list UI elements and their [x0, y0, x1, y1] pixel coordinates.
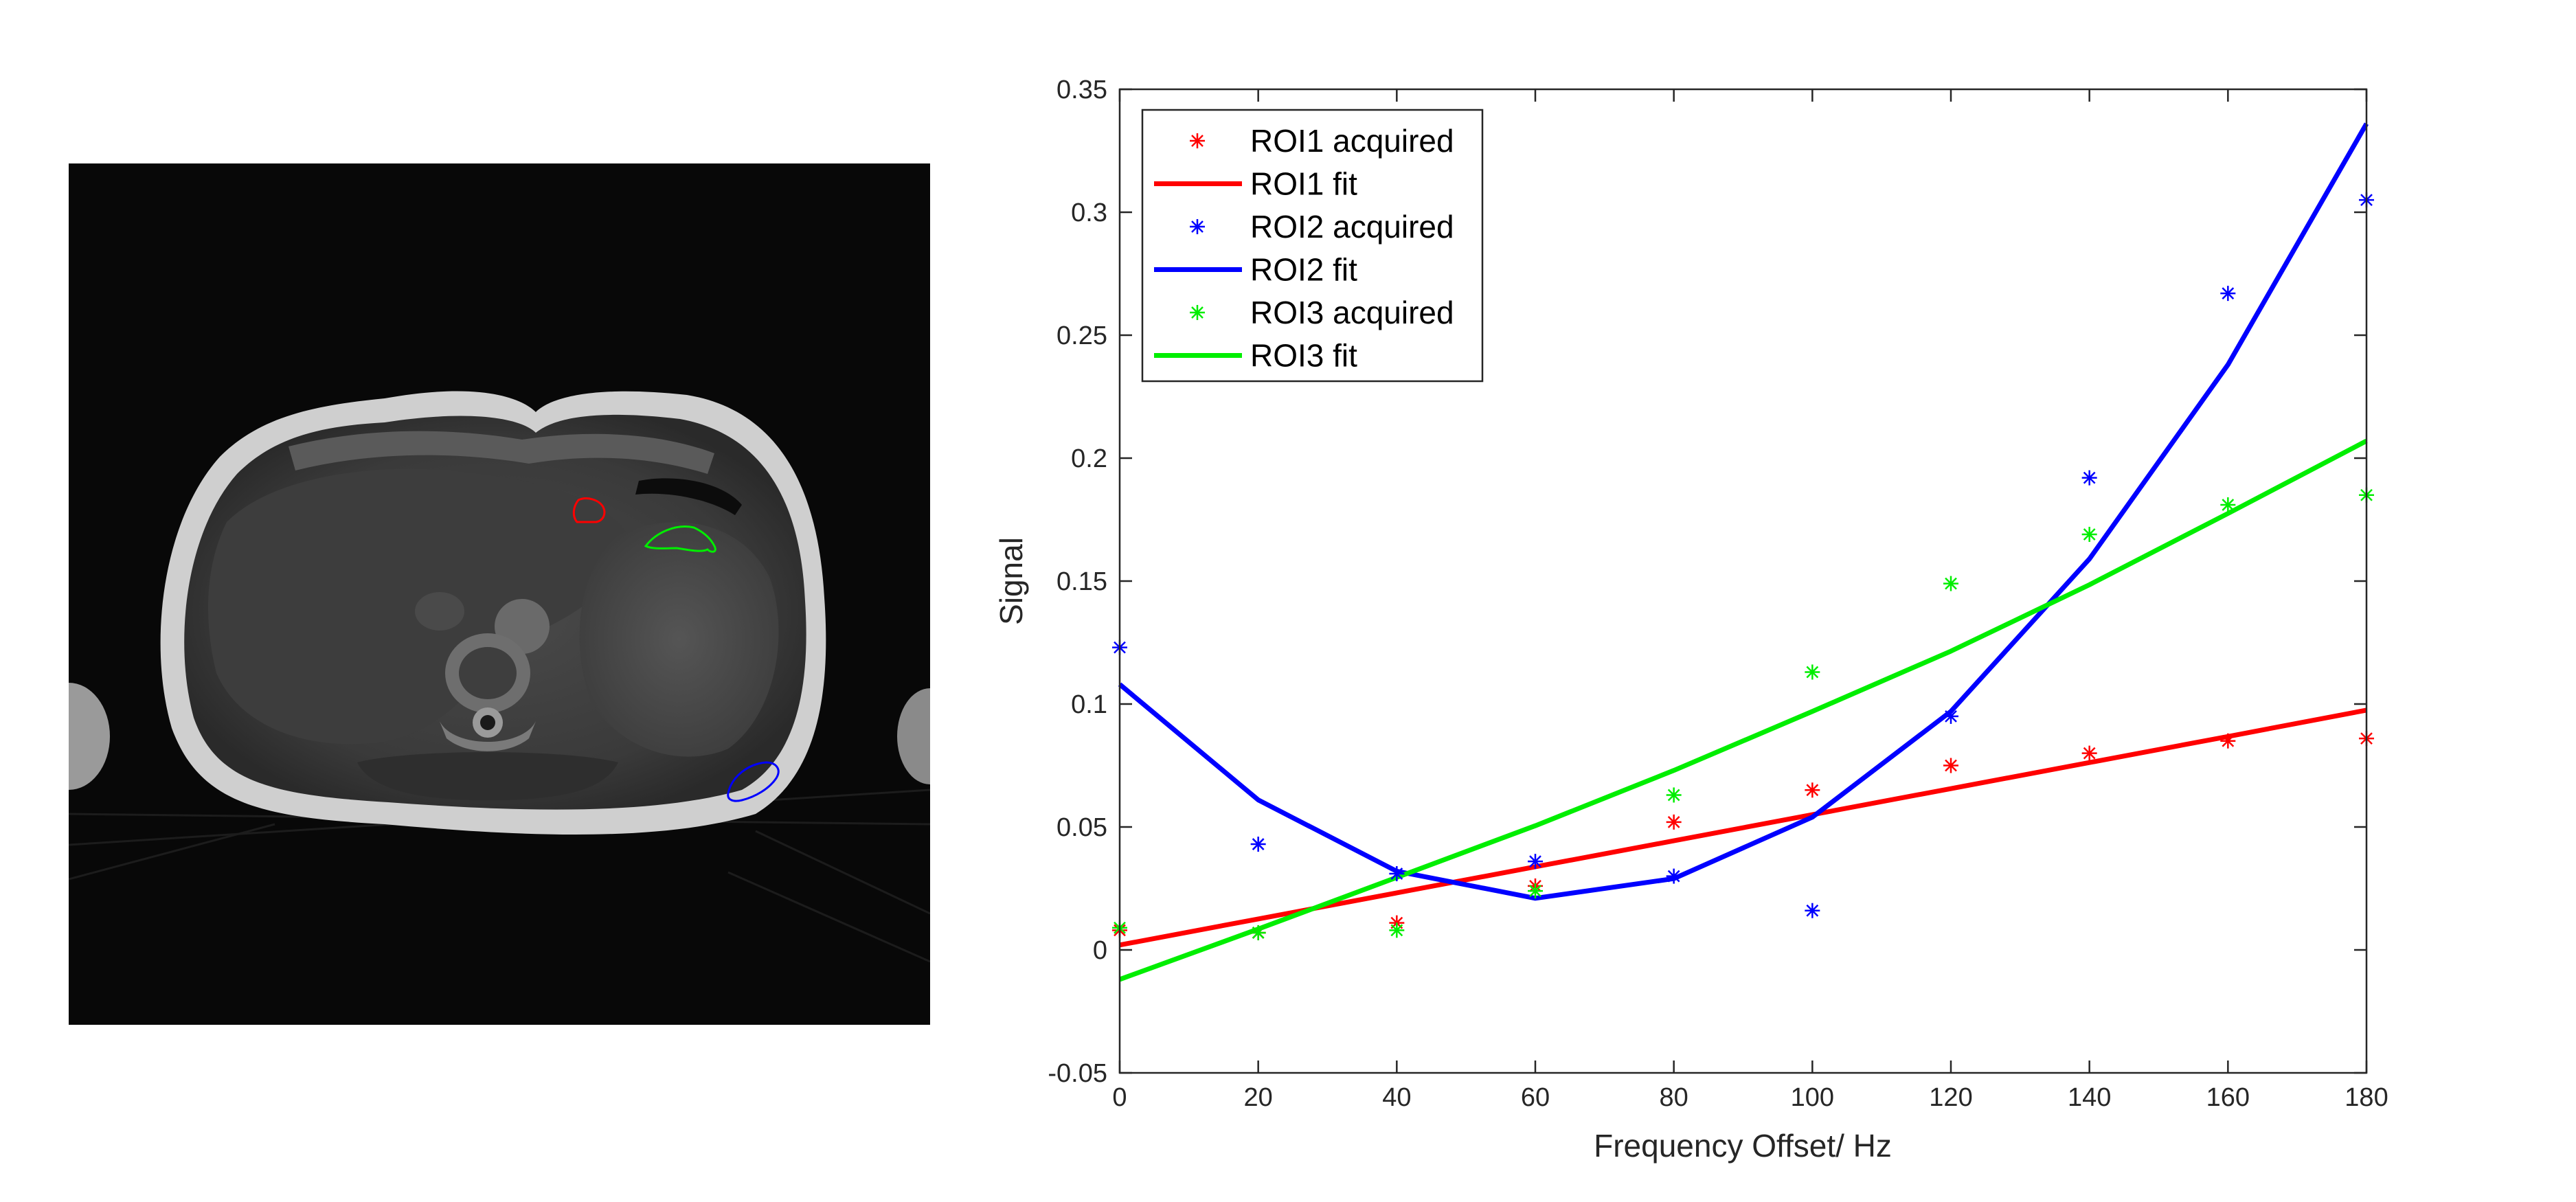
- legend-box: [1141, 109, 1484, 383]
- left-arm: [69, 683, 110, 790]
- roi2-fit-line: [1118, 122, 2369, 901]
- legend: ROI1 acquired ROI1 fit ROI2 acquired ROI2 f…: [1141, 109, 1484, 383]
- roi2-acquired-point: [1528, 854, 1543, 870]
- x-axis-title: Frequency Offset/ Hz: [1594, 1128, 1892, 1164]
- legend-roi3-fit-label: ROI3 fit: [1250, 338, 1357, 374]
- y-tick-label: 0.15: [1057, 567, 1107, 596]
- x-tick-label: 160: [2206, 1083, 2250, 1112]
- legend-roi2-acquired-marker: [1190, 219, 1205, 234]
- roi2-acquired-point: [1943, 708, 1958, 724]
- paraspinal-muscles: [357, 752, 618, 800]
- x-tick-label: 80: [1660, 1083, 1688, 1112]
- abdominal-wall: [289, 431, 714, 474]
- roi3-acquired-point: [1805, 664, 1820, 680]
- roi1-acquired-point: [1943, 758, 1958, 773]
- roi3-acquired-point: [1528, 883, 1543, 899]
- legend-items: ROI1 acquired ROI1 fit ROI2 acquired ROI2 f…: [1154, 123, 1454, 374]
- y-tick-label: 0.25: [1057, 321, 1107, 350]
- roi2-acquired-point: [1250, 837, 1266, 852]
- y-axis-title: Signal: [993, 537, 1029, 625]
- roi2-acquired-point: [1666, 868, 1682, 884]
- spleen: [579, 522, 779, 757]
- roi3-acquired-point: [1389, 922, 1405, 938]
- legend-roi1-acquired-marker: [1190, 133, 1205, 148]
- x-tick-label: 60: [1521, 1083, 1550, 1112]
- legend-roi1-fit-label: ROI1 fit: [1250, 166, 1357, 202]
- tick-layer: 0 20 40 60 80 100 120 140 160 180-0.0500.050.10.1…: [1048, 76, 2388, 1112]
- roi3-acquired-point: [2220, 497, 2236, 513]
- roi2-acquired-point: [1389, 866, 1405, 882]
- roi3-outline: [644, 525, 716, 553]
- gas-pocket: [635, 478, 742, 515]
- x-tick-label: 40: [1382, 1083, 1411, 1112]
- series-layer: [1112, 122, 2374, 982]
- roi1-acquired-point: [2220, 733, 2236, 749]
- y-tick-label: 0.1: [1071, 690, 1107, 719]
- roi2-acquired-point: [2220, 286, 2236, 302]
- x-tick-label: 140: [2068, 1083, 2111, 1112]
- y-tick-label: 0.2: [1071, 444, 1107, 473]
- y-tick-label: -0.05: [1048, 1059, 1107, 1088]
- roi1-fit-line: [1119, 707, 2367, 948]
- y-tick-label: 0.35: [1057, 76, 1107, 104]
- x-tick-label: 120: [1929, 1083, 1972, 1112]
- y-tick-label: 0.3: [1071, 199, 1107, 227]
- x-tick-label: 180: [2345, 1083, 2388, 1112]
- roi2-acquired-point: [1805, 903, 1820, 918]
- y-tick-label: 0: [1093, 936, 1107, 965]
- roi1-outline: [572, 497, 606, 523]
- ivc: [415, 592, 464, 631]
- legend-roi2-acquired-label: ROI2 acquired: [1250, 209, 1454, 245]
- legend-roi3-acquired-marker: [1190, 305, 1205, 320]
- roi3-fit-line: [1118, 438, 2368, 982]
- right-arm: [897, 688, 930, 784]
- roi2-outline: [727, 761, 780, 802]
- roi3-acquired-point: [1666, 787, 1682, 803]
- roi1-acquired-point: [2081, 745, 2097, 761]
- roi3-acquired-point: [1943, 576, 1958, 591]
- legend-roi1-acquired-label: ROI1 acquired: [1250, 123, 1454, 159]
- vertebra: [440, 633, 536, 751]
- roi1-acquired-point: [1666, 814, 1682, 830]
- y-tick-label: 0.05: [1057, 813, 1107, 842]
- x-tick-label: 100: [1791, 1083, 1834, 1112]
- roi2-acquired-point: [2081, 470, 2097, 486]
- roi3-acquired-point: [1250, 925, 1266, 940]
- signal-vs-frequency-chart: 0 20 40 60 80 100 120 140 160 180-0.0500.050.10.1…: [993, 76, 2388, 1164]
- roi1-acquired-point: [1805, 782, 1820, 798]
- roi3-acquired-point: [2081, 526, 2097, 542]
- legend-roi2-fit-label: ROI2 fit: [1250, 252, 1357, 288]
- legend-roi3-acquired-label: ROI3 acquired: [1250, 295, 1454, 330]
- x-tick-label: 20: [1244, 1083, 1273, 1112]
- axes-box: [1118, 88, 2368, 1074]
- x-tick-label: 0: [1112, 1083, 1127, 1112]
- mri-image-panel: [69, 163, 930, 1025]
